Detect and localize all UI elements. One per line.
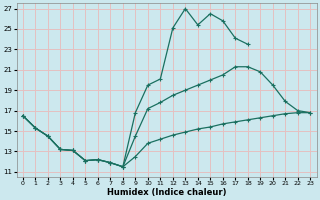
X-axis label: Humidex (Indice chaleur): Humidex (Indice chaleur): [107, 188, 226, 197]
